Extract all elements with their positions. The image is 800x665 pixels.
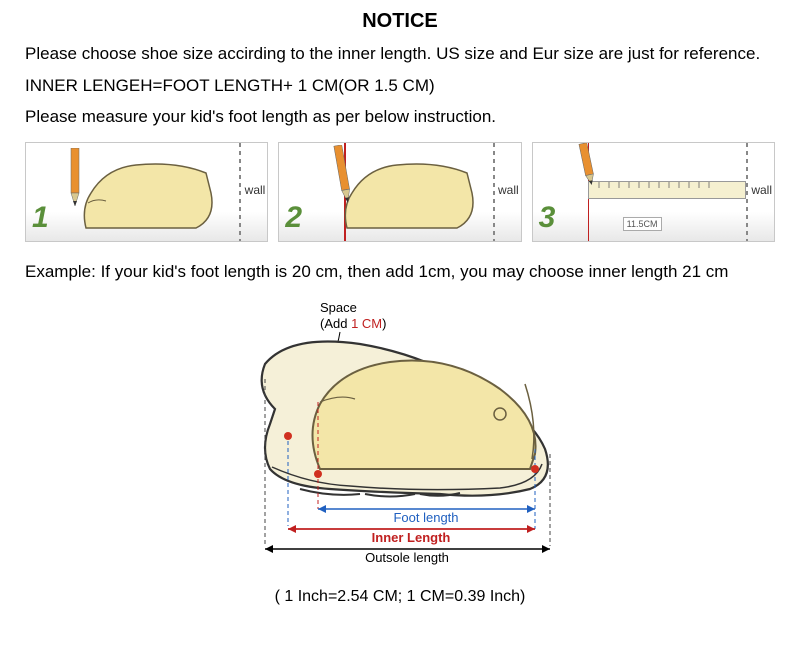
outsole-length-label: Outsole length: [365, 550, 449, 565]
step-panel-2: wall 2: [278, 142, 521, 242]
step-number-2: 2: [285, 201, 302, 235]
instruction-para-1: Please choose shoe size accirding to the…: [25, 41, 775, 67]
instruction-para-2: INNER LENGEH=FOOT LENGTH+ 1 CM(OR 1.5 CM…: [25, 73, 775, 99]
space-add-open: (Add: [320, 316, 351, 331]
step-number-3: 3: [539, 201, 556, 235]
wall-label-2: wall: [498, 183, 519, 197]
step-number-1: 1: [32, 201, 49, 235]
svg-text:(Add 1 CM): (Add 1 CM): [320, 316, 386, 331]
measurement-steps-row: wall 1 wall: [25, 142, 775, 242]
example-text: Example: If your kid's foot length is 20…: [25, 256, 775, 288]
foot-length-label: Foot length: [393, 510, 458, 525]
shoe-diagram: Space (Add 1 CM) Foot length: [25, 294, 775, 584]
wall-label-1: wall: [245, 183, 266, 197]
inner-length-label: Inner Length: [372, 530, 451, 545]
step-panel-1: wall 1: [25, 142, 268, 242]
conversion-note: ( 1 Inch=2.54 CM; 1 CM=0.39 Inch): [25, 588, 775, 606]
space-label: Space: [320, 300, 357, 315]
notice-title: NOTICE: [25, 10, 775, 33]
measure-value: 11.5CM: [623, 217, 662, 231]
wall-label-3: wall: [751, 183, 772, 197]
space-add-close: ): [382, 316, 386, 331]
step-panel-3: wall 11.5CM 3: [532, 142, 775, 242]
space-val: 1 CM: [351, 316, 382, 331]
instruction-para-3: Please measure your kid's foot length as…: [25, 104, 775, 130]
